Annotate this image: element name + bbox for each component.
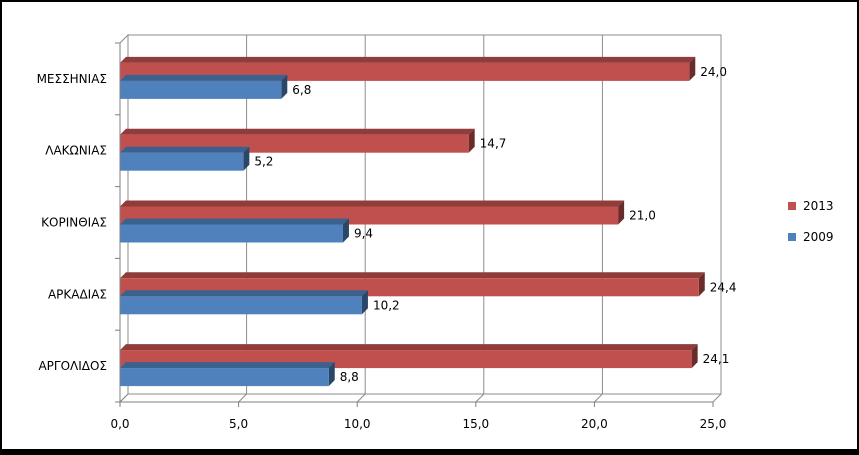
data-label-2013: 24,1	[703, 352, 730, 366]
x-tick-label: 25,0	[700, 417, 727, 431]
gridline-floor	[712, 393, 722, 403]
x-tick-label: 10,0	[344, 417, 371, 431]
bar-end-face	[361, 290, 368, 315]
bar-front-face	[120, 224, 343, 243]
legend-swatch-2009	[788, 233, 796, 241]
bar-end-face	[618, 200, 625, 225]
data-label-2009: 5,2	[254, 155, 273, 169]
bar-2009	[120, 74, 288, 99]
bar-top-face	[120, 128, 475, 135]
bar-front-face	[120, 152, 244, 171]
bar-end-face	[468, 128, 475, 153]
bar-top-face	[120, 272, 705, 279]
legend: 2013 2009	[788, 199, 834, 244]
category-label: ΑΡΚΑΔΙΑΣ	[48, 287, 107, 301]
bar-end-face	[243, 146, 250, 171]
bar-top-face	[120, 290, 368, 297]
x-tick-label: 5,0	[229, 417, 248, 431]
data-label-2013: 24,0	[700, 65, 727, 79]
bar-end-face	[689, 56, 696, 81]
gridline-floor	[238, 393, 247, 403]
axes: 0,0 5,0 10,0 15,0 20,0 25,0 ΑΡΓΟΛΙΔΟΣ ΑΡΚΑΔΙΑΣ Κ…	[37, 42, 727, 431]
data-label-2013: 24,4	[710, 280, 737, 294]
gridline-floor	[594, 393, 603, 403]
data-label-2009: 8,8	[340, 370, 359, 384]
x-tick-label: 20,0	[581, 417, 608, 431]
data-label-2013: 21,0	[629, 209, 656, 223]
category-label: ΑΡΓΟΛΙΔΟΣ	[38, 359, 107, 373]
bar-top-face	[120, 344, 698, 351]
bar-top-face	[120, 146, 250, 153]
bar-end-face	[328, 362, 335, 387]
data-label-2013: 14,7	[480, 137, 507, 151]
gridline-floor	[119, 393, 129, 403]
bar-top-face	[120, 218, 349, 225]
bar-top-face	[120, 56, 696, 63]
bar-end-face	[281, 74, 288, 99]
bar-2009	[120, 218, 349, 243]
data-label-2009: 6,8	[292, 83, 311, 97]
bar-2009	[120, 146, 250, 171]
legend-label-2009: 2009	[803, 230, 834, 244]
bars: 24,1 8,8 24,4 10,2 21,0 9,4 14,7 5,2 24,0 6,8	[120, 56, 737, 387]
legend-swatch-2013	[788, 202, 796, 210]
bar-top-face	[120, 362, 335, 369]
bar-end-face	[342, 218, 349, 243]
bar-front-face	[120, 296, 362, 315]
bar-2009	[120, 362, 335, 387]
bar-front-face	[120, 80, 282, 99]
category-label: ΛΑΚΩΝΙΑΣ	[45, 144, 107, 158]
category-label: ΚΟΡΙΝΘΙΑΣ	[41, 216, 107, 230]
x-tick-label: 0,0	[110, 417, 129, 431]
legend-label-2013: 2013	[803, 199, 834, 213]
bar-top-face	[120, 74, 288, 81]
bar-top-face	[120, 200, 625, 207]
x-tick-label: 15,0	[462, 417, 489, 431]
category-label: ΜΕΣΣΗΝΙΑΣ	[37, 72, 107, 86]
bar-end-face	[691, 344, 698, 369]
gridline-floor	[475, 393, 485, 403]
gridline-floor	[356, 393, 366, 403]
bar-front-face	[120, 368, 329, 387]
data-label-2009: 9,4	[354, 227, 373, 241]
data-label-2009: 10,2	[373, 298, 400, 312]
bar-end-face	[698, 272, 705, 297]
bar-2009	[120, 290, 368, 315]
